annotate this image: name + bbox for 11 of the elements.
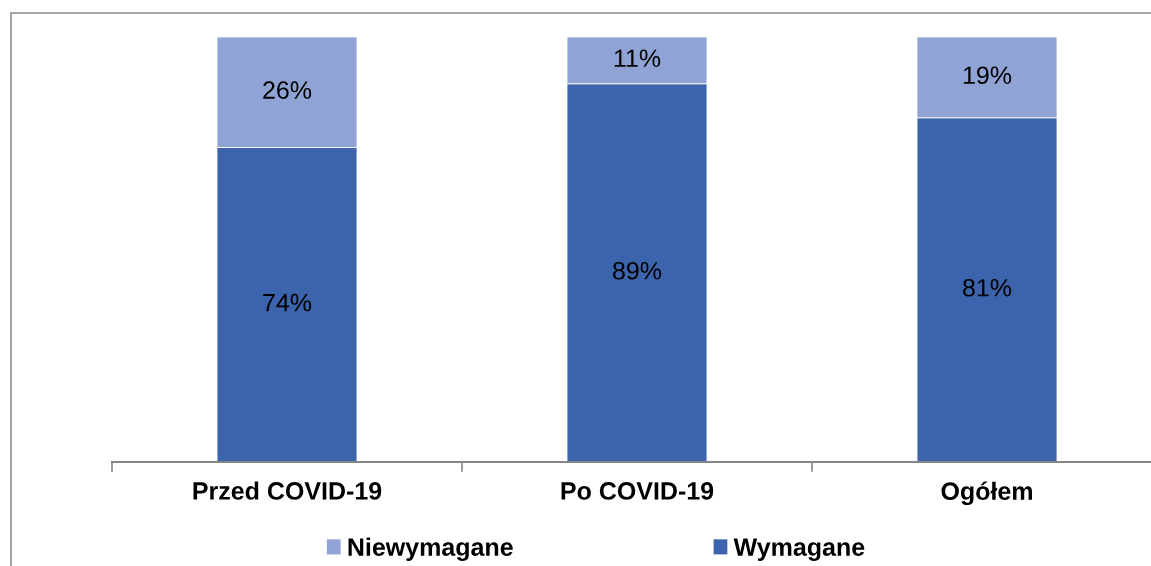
data-label: 19% [963, 66, 1012, 85]
data-label: 74% [263, 293, 312, 312]
data-label: 26% [263, 81, 312, 99]
data-label: 11% [614, 49, 661, 67]
x-tick-label: Przed COVID-19 [193, 481, 382, 500]
x-tick-label: Ogółem [941, 481, 1032, 506]
data-label: 81% [963, 278, 1012, 297]
legend-label: Wymagane [733, 538, 865, 561]
data-label: 89% [613, 261, 662, 280]
legend-label: Niewymagane [348, 537, 513, 561]
x-tick-label: Po COVID-19 [561, 482, 714, 500]
